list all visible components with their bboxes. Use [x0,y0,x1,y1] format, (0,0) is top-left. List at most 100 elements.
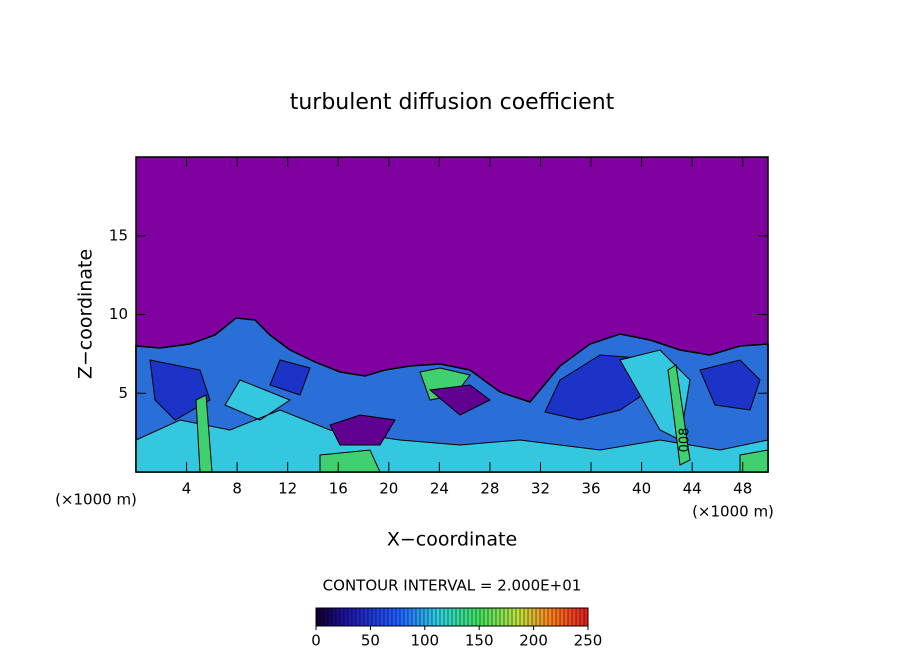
colorbar-stripe [576,608,581,626]
colorbar-stripe [332,608,337,626]
colorbar-stripe [404,608,409,626]
colorbar-stripe [344,608,349,626]
colorbar-stripe [560,608,565,626]
chart-title: turbulent diffusion coefficient [290,90,615,115]
x-tick-label: 48 [733,480,752,498]
colorbar-stripe [400,608,405,626]
colorbar-stripe [532,608,537,626]
x-tick-label: 36 [581,480,600,498]
colorbar-stripe [572,608,577,626]
colorbar-stripe [552,608,557,626]
x-tick-label: 44 [683,480,702,498]
colorbar-stripe [484,608,489,626]
colorbar-stripe [416,608,421,626]
field-region [329,384,491,446]
colorbar-stripe [468,608,473,626]
colorbar-stripe [412,608,417,626]
colorbar-stripe [580,608,585,626]
x-tick-label: 8 [232,480,242,498]
colorbar-stripe [500,608,505,626]
colorbar-stripe [528,608,533,626]
x-tick-label: 12 [278,480,297,498]
colorbar-stripe [396,608,401,626]
x-tick-label: 40 [632,480,651,498]
colorbar-stripe [352,608,357,626]
colorbar-stripe [368,608,373,626]
colorbar-stripe [408,608,413,626]
x-tick-label: 20 [379,480,398,498]
colorbar-stripe [536,608,541,626]
x-tick-label: 16 [329,480,348,498]
colorbar-tick-label: 200 [519,632,548,650]
colorbar-tick-label: 50 [361,632,380,650]
x-tick-label: 28 [480,480,499,498]
colorbar-tick-label: 150 [465,632,494,650]
contour-field [135,157,769,473]
colorbar-stripe [364,608,369,626]
colorbar-stripe [440,608,445,626]
colorbar-tick-label: 0 [311,632,321,650]
colorbar-stripe [464,608,469,626]
colorbar-stripe [452,608,457,626]
colorbar-stripe [340,608,345,626]
colorbar-stripe [432,608,437,626]
annotation: CONTOUR INTERVAL = 2.000E+01 [323,577,582,595]
colorbar-frame [315,607,589,627]
colorbar-stripe [524,608,529,626]
colorbar-stripe [504,608,509,626]
colorbar-stripe [480,608,485,626]
colorbar-stripe [336,608,341,626]
x-unit-label: (×1000 m) [692,503,774,521]
colorbar-tick-label: 250 [574,632,603,650]
colorbar-stripe [380,608,385,626]
colorbar: 0 50 100 150 200 250 [311,607,603,650]
colorbar-stripe [472,608,477,626]
colorbar-stripe [388,608,393,626]
colorbar-stripe [556,608,561,626]
colorbar-stripe [356,608,361,626]
colorbar-stripe [568,608,573,626]
colorbar-stripe [476,608,481,626]
colorbar-stripe [372,608,377,626]
colorbar-stripe [460,608,465,626]
colorbar-stripe [424,608,429,626]
colorbar-stripe [320,608,325,626]
x-axis-label: X−coordinate [387,529,517,551]
colorbar-stripe [496,608,501,626]
colorbar-stripe [348,608,353,626]
colorbar-tick-label: 100 [410,632,439,650]
colorbar-stripe [564,608,569,626]
colorbar-stripe [384,608,389,626]
colorbar-stripe [376,608,381,626]
colorbar-stripe [444,608,449,626]
colorbar-stripe [548,608,553,626]
y-tick-label: 15 [109,226,128,244]
contour-label: 008 [678,428,693,453]
colorbar-stripe [544,608,549,626]
colorbar-stripe [448,608,453,626]
colorbar-stripe [512,608,517,626]
x-unit-label: (×1000 m) [55,491,137,509]
colorbar-stripe [520,608,525,626]
colorbar-stripe [392,608,397,626]
y-tick-label: 5 [118,384,128,402]
colorbar-stripe [540,608,545,626]
field-region [149,354,761,421]
colorbar-stripe [488,608,493,626]
x-tick-label: 32 [531,480,550,498]
x-tick-label: 4 [182,480,192,498]
colorbar-stripe [324,608,329,626]
colorbar-stripe [508,608,513,626]
colorbar-stripe [436,608,441,626]
colorbar-stripe [420,608,425,626]
colorbar-stripe [584,608,589,626]
colorbar-stripe [316,608,321,626]
colorbar-stripe [360,608,365,626]
y-tick-label: 10 [109,305,128,323]
colorbar-stripe [428,608,433,626]
x-tick-label: 24 [430,480,449,498]
y-axis-label: Z−coordinate [75,249,97,379]
colorbar-stripe [492,608,497,626]
colorbar-stripe [456,608,461,626]
